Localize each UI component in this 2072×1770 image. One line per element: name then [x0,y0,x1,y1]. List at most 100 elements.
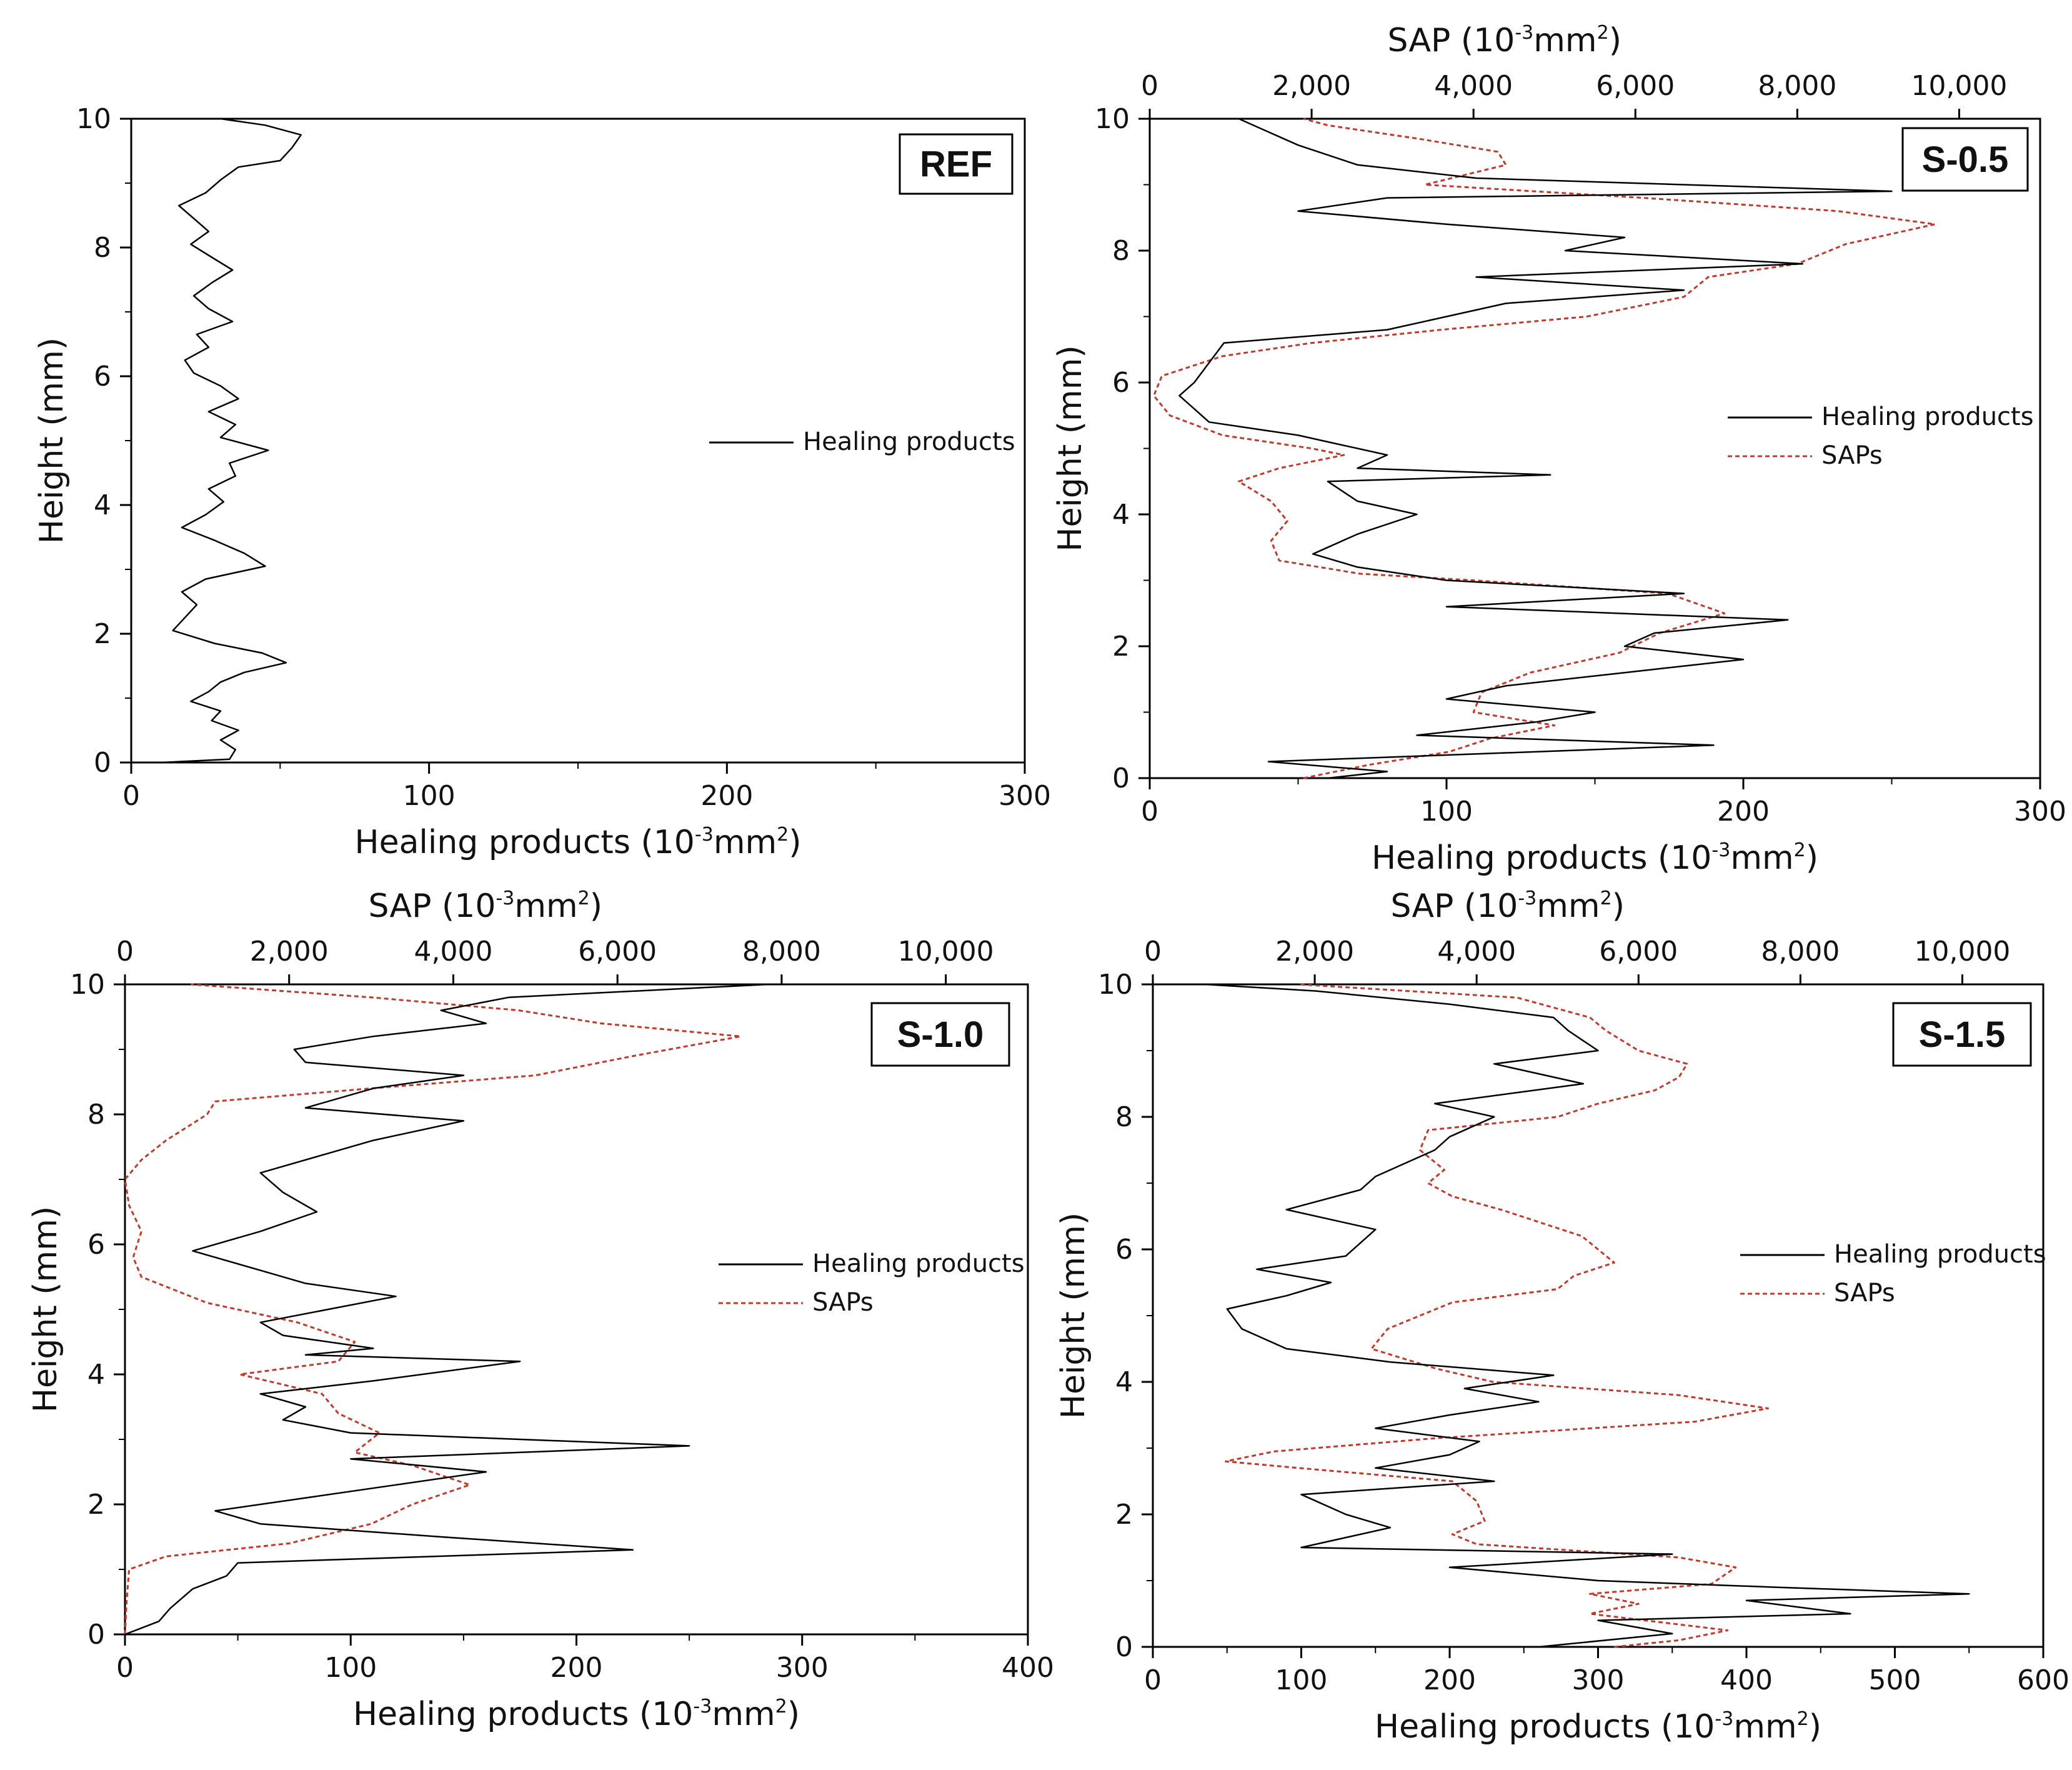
x-tick-label: 0 [122,780,140,812]
top-x-tick-label: 6,000 [1596,70,1675,102]
top-x-tick-label: 4,000 [414,936,492,968]
top-x-tick-label: 10,000 [1911,70,2007,102]
x-tick-label: 200 [1717,796,1770,828]
plot-frame [1148,118,2041,779]
series-line-saps [1225,983,1769,1648]
series-line-saps [124,983,742,1635]
y-tick-label: 4 [87,1359,105,1391]
series-line-healing-products [1205,983,1970,1648]
top-axis-title: SAP (10-3mm2) [1390,888,1625,925]
legend-label: SAPs [1834,1279,1895,1308]
x-tick-label: 100 [324,1652,377,1684]
y-tick-label: 8 [94,232,111,264]
x-tick-label: 200 [550,1652,603,1684]
y-tick-label: 10 [70,969,105,1001]
plot-frame [124,983,1029,1636]
y-tick-label: 10 [1095,103,1130,135]
panel-label: REF [920,144,992,185]
top-x-tick-label: 0 [1141,70,1158,102]
y-tick-label: 0 [1112,762,1130,794]
x-tick-label: 300 [999,780,1051,812]
legend-label: Healing products [803,428,1015,456]
chart-panel-s-1.5: 0 100 200 300 400 500 600 0 2 4 6 8 10 Healing produc… [1055,888,2070,1746]
legend-label: SAPs [812,1288,874,1317]
y-tick-label: 6 [87,1229,105,1261]
y-tick-label: 10 [76,103,111,135]
plot-frame [1152,983,2045,1648]
x-tick-label: 600 [2017,1664,2070,1696]
y-tick-label: 0 [87,1619,105,1651]
x-axis-title: Healing products (10-3mm2) [353,1696,800,1733]
series-line-healing-products [161,118,302,764]
x-tick-label: 200 [1423,1664,1476,1696]
x-tick-label: 300 [776,1652,829,1684]
top-x-tick-label: 10,000 [1914,936,2010,968]
x-tick-label: 300 [2014,796,2066,828]
y-tick-label: 4 [1115,1366,1133,1398]
top-x-tick-label: 2,000 [1272,70,1351,102]
y-tick-label: 6 [94,361,111,392]
x-tick-label: 200 [700,780,753,812]
x-tick-label: 100 [1420,796,1473,828]
top-x-tick-label: 8,000 [1761,936,1840,968]
x-tick-label: 300 [1572,1664,1625,1696]
x-tick-label: 500 [1869,1664,1921,1696]
y-axis-title: Height (mm) [33,338,71,544]
top-x-tick-label: 10,000 [898,936,994,968]
x-tick-label: 0 [1144,1664,1162,1696]
top-x-tick-label: 4,000 [1434,70,1513,102]
y-tick-label: 2 [1112,631,1130,662]
x-axis-title: Healing products (10-3mm2) [354,824,801,861]
panel-label: S-0.5 [1922,139,2009,180]
x-axis-title: Healing products (10-3mm2) [1375,1708,1821,1746]
y-tick-label: 4 [1112,499,1130,531]
x-tick-label: 0 [1141,796,1158,828]
legend-label: Healing products [1834,1240,2046,1269]
panel-label-box [1901,127,2029,192]
legend-label: Healing products [1821,402,2034,431]
top-x-tick-label: 6,000 [578,936,657,968]
y-tick-label: 6 [1115,1234,1133,1266]
top-x-tick-label: 0 [116,936,134,968]
y-tick-label: 6 [1112,367,1130,399]
y-tick-label: 2 [87,1489,105,1521]
series-line-saps [1153,118,1936,779]
panel-label-box [1892,1002,2032,1067]
y-tick-label: 4 [94,489,111,521]
x-tick-label: 400 [1002,1652,1054,1684]
y-tick-label: 10 [1098,969,1133,1001]
top-x-tick-label: 6,000 [1599,936,1678,968]
top-x-tick-label: 8,000 [1758,70,1836,102]
y-tick-label: 0 [1115,1631,1133,1663]
legend-label: Healing products [812,1249,1025,1278]
y-axis-title: Height (mm) [1055,1212,1092,1419]
top-x-tick-label: 2,000 [250,936,329,968]
series-line-healing-products [124,983,769,1636]
y-tick-label: 2 [1115,1499,1133,1531]
panel-label-box [870,1002,1010,1067]
chart-panel-ref: 0 100 200 300 0 2 4 6 8 10 Healing products (10-3m… [33,103,1051,861]
series-line-healing-products [1178,118,1893,779]
y-tick-label: 0 [94,747,111,779]
panel-label: S-1.0 [897,1014,984,1055]
y-axis-title: Height (mm) [1052,345,1089,551]
y-tick-label: 8 [1115,1101,1133,1133]
x-tick-label: 100 [403,780,456,812]
top-axis-title: SAP (10-3mm2) [369,888,603,925]
y-tick-label: 8 [1112,235,1130,267]
y-axis-title: Height (mm) [27,1206,64,1412]
top-x-tick-label: 4,000 [1437,936,1516,968]
legend-label: SAPs [1821,441,1883,470]
x-tick-label: 400 [1720,1664,1773,1696]
top-x-tick-label: 2,000 [1275,936,1354,968]
top-x-tick-label: 8,000 [742,936,821,968]
chart-panel-s-0.5: 0 100 200 300 0 2 4 6 8 10 Healing products (10-3m… [1052,22,2066,877]
x-tick-label: 0 [116,1652,134,1684]
panel-label: S-1.5 [1919,1014,2006,1055]
x-axis-title: Healing products (10-3mm2) [1372,839,1818,877]
top-x-tick-label: 0 [1144,936,1162,968]
top-axis-title: SAP (10-3mm2) [1387,22,1621,59]
y-tick-label: 2 [94,618,111,650]
x-tick-label: 100 [1275,1664,1328,1696]
